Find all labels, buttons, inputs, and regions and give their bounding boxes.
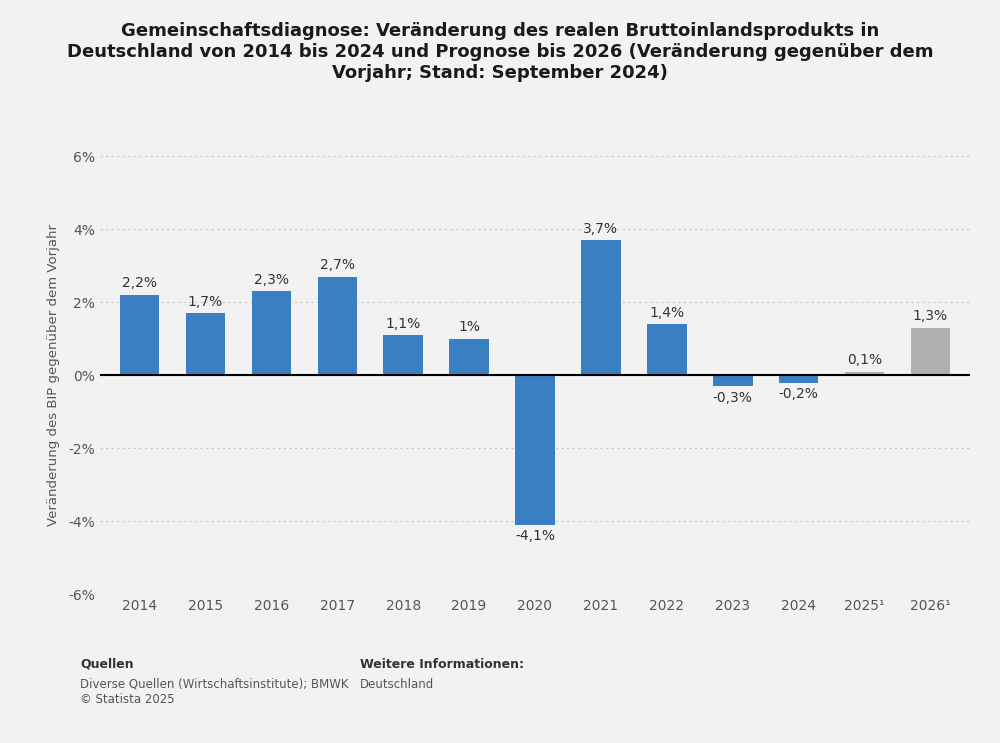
Bar: [779, 375, 818, 383]
Bar: [845, 372, 884, 375]
Text: -4,1%: -4,1%: [515, 529, 555, 543]
Bar: [318, 276, 357, 375]
Bar: [911, 328, 950, 375]
Bar: [713, 375, 753, 386]
Text: Weitere Informationen:: Weitere Informationen:: [360, 658, 524, 670]
Text: 3,7%: 3,7%: [583, 221, 618, 236]
Text: Diverse Quellen (Wirtschaftsinstitute); BMWK
© Statista 2025: Diverse Quellen (Wirtschaftsinstitute); …: [80, 678, 349, 706]
Text: 1%: 1%: [458, 320, 480, 334]
Text: 2,2%: 2,2%: [122, 276, 157, 291]
Text: 1,3%: 1,3%: [913, 309, 948, 323]
Bar: [581, 240, 621, 375]
Text: Deutschland: Deutschland: [360, 678, 434, 690]
Text: 0,1%: 0,1%: [847, 353, 882, 367]
Text: 2,3%: 2,3%: [254, 273, 289, 287]
Bar: [252, 291, 291, 375]
Text: Quellen: Quellen: [80, 658, 134, 670]
Bar: [186, 313, 225, 375]
Y-axis label: Veränderung des BIP gegenüber dem Vorjahr: Veränderung des BIP gegenüber dem Vorjah…: [47, 224, 60, 526]
Text: 2,7%: 2,7%: [320, 259, 355, 272]
Text: Gemeinschaftsdiagnose: Veränderung des realen Bruttoinlandsprodukts in
Deutschla: Gemeinschaftsdiagnose: Veränderung des r…: [67, 22, 933, 82]
Bar: [515, 375, 555, 525]
Text: 1,4%: 1,4%: [649, 305, 684, 319]
Bar: [449, 339, 489, 375]
Text: 1,1%: 1,1%: [386, 317, 421, 331]
Text: -0,2%: -0,2%: [779, 387, 819, 401]
Bar: [120, 295, 159, 375]
Text: 1,7%: 1,7%: [188, 295, 223, 309]
Bar: [383, 335, 423, 375]
Text: -0,3%: -0,3%: [713, 391, 753, 404]
Bar: [647, 324, 687, 375]
